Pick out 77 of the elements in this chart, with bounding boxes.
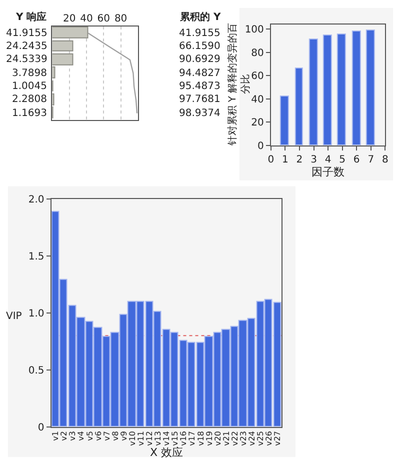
y-tick-label: 20 xyxy=(251,118,264,129)
x-tick-label: v5 xyxy=(85,431,94,441)
y-tick-label: 80 xyxy=(251,48,264,59)
x-tick-label: 5 xyxy=(339,154,346,166)
y-tick-label: 40 xyxy=(251,94,264,106)
x-tick-label: v24 xyxy=(247,431,256,446)
y-tick-label: 0 xyxy=(258,140,264,152)
data-label: 94.4827 xyxy=(179,68,220,79)
data-label: 1.0045 xyxy=(12,81,47,92)
x-tick-label: 20 xyxy=(63,13,76,24)
x-tick-label: 7 xyxy=(368,154,374,166)
data-label: 2.2808 xyxy=(12,94,47,105)
x-tick-label: v25 xyxy=(256,431,266,446)
data-label: 3.7898 xyxy=(12,68,47,79)
bar xyxy=(352,30,361,146)
data-label: 98.9374 xyxy=(179,108,220,119)
x-tick-label: 2 xyxy=(296,154,303,166)
x-tick-label: v22 xyxy=(230,431,240,446)
bar xyxy=(336,33,346,146)
data-label: 41.9155 xyxy=(6,28,48,39)
x-tick-label: v10 xyxy=(128,431,137,446)
x-tick-label: 40 xyxy=(80,13,93,24)
y-tick-label: 1.5 xyxy=(28,251,44,262)
y-tick-label: 2.0 xyxy=(28,194,44,206)
x-tick-label: v17 xyxy=(188,431,197,446)
x-tick-label: v7 xyxy=(102,431,112,441)
x-tick-label: v4 xyxy=(76,431,86,441)
x-tick-label: v14 xyxy=(162,431,172,446)
data-label: 41.9155 xyxy=(179,28,220,39)
data-label: 90.6929 xyxy=(179,54,220,65)
bar xyxy=(322,34,332,146)
x-tick-label: v19 xyxy=(204,431,214,446)
text: 累积的 Y xyxy=(179,11,222,23)
x-tick-label: v23 xyxy=(238,431,248,446)
x-tick-label: v15 xyxy=(170,431,180,446)
data-label: 1.1693 xyxy=(12,108,47,119)
x-tick-label: v1 xyxy=(51,431,60,441)
x-tick-label: v21 xyxy=(222,431,231,446)
x-tick-label: v13 xyxy=(154,431,163,446)
x-tick-label: v20 xyxy=(213,431,222,446)
x-tick-label: v12 xyxy=(145,431,154,446)
data-label: 24.2435 xyxy=(6,41,48,52)
x-axis-title: X 效应 xyxy=(150,446,184,459)
x-tick-label: v3 xyxy=(68,431,78,441)
data-label: 95.4873 xyxy=(179,81,220,92)
x-tick-label: v6 xyxy=(94,431,103,441)
bar xyxy=(280,95,289,146)
y-tick-label: 1.0 xyxy=(28,308,44,320)
data-label: 24.5339 xyxy=(6,54,48,65)
x-tick-label: 1 xyxy=(282,154,288,166)
data-label: 97.7681 xyxy=(179,94,220,105)
x-tick-label: v11 xyxy=(136,431,146,446)
x-tick-label: v16 xyxy=(179,431,188,446)
x-tick-label: v27 xyxy=(273,431,282,446)
x-tick-label: 0 xyxy=(268,154,274,166)
y-tick-label: 60 xyxy=(251,71,264,82)
x-tick-label: 4 xyxy=(324,154,332,166)
x-tick-label: 6 xyxy=(353,154,360,166)
x-tick-label: v8 xyxy=(110,431,120,441)
bar xyxy=(294,67,303,146)
y-tick-label: 0 xyxy=(38,422,44,434)
series-label: Y 响应 xyxy=(15,11,47,23)
x-tick-label: v26 xyxy=(264,431,274,446)
x-axis-title: 因子数 xyxy=(312,165,345,178)
y-tick-label: 0.5 xyxy=(28,365,44,376)
y-axis-title: VIP xyxy=(6,311,22,322)
x-tick-label: v2 xyxy=(60,431,69,441)
x-tick-label: 8 xyxy=(382,154,388,166)
y-tick-label: 100 xyxy=(244,24,264,36)
x-tick-label: 80 xyxy=(114,13,128,24)
bar xyxy=(366,29,375,146)
x-tick-label: v18 xyxy=(196,431,206,446)
bar xyxy=(308,38,318,146)
data-label: 66.1590 xyxy=(179,41,220,52)
x-tick-label: 3 xyxy=(310,154,317,166)
x-tick-label: 60 xyxy=(97,13,110,24)
x-tick-label: v9 xyxy=(119,431,128,441)
